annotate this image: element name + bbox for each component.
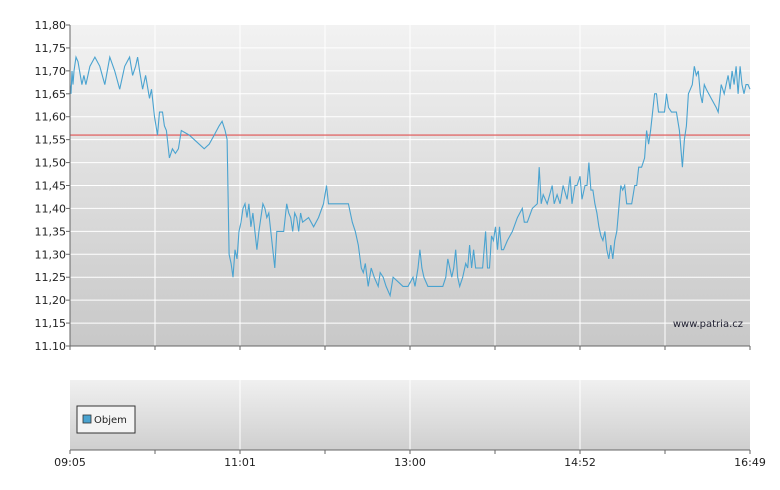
- volume-x-tickmarks: [69, 450, 751, 454]
- y-tick-label: 11,35: [35, 225, 67, 238]
- legend-box: [76, 405, 136, 434]
- legend-label: Objem: [94, 415, 127, 426]
- volume-grid: [239, 380, 581, 450]
- volume-legend: Objem: [76, 405, 136, 434]
- y-tick-label: 11,25: [35, 271, 67, 284]
- x-tick-label: 14:52: [564, 456, 596, 469]
- y-tick-label: 11,40: [35, 202, 67, 215]
- x-tick-label: 09:05: [54, 456, 86, 469]
- price-y-axis: 11,80 11,75 11,70 11,65 11,60 11,55 11,50 11,45…: [35, 19, 70, 353]
- price-x-tickmarks: [69, 346, 751, 350]
- x-tick-label: 13:00: [394, 456, 426, 469]
- legend-swatch: [82, 414, 92, 424]
- y-tick-label: 11,55: [35, 134, 67, 147]
- y-tick-label: 11,50: [35, 157, 67, 170]
- y-tick-label: 11,60: [35, 111, 67, 124]
- y-tick-label: 11,70: [35, 65, 67, 78]
- x-tick-label: 11:01: [224, 456, 256, 469]
- y-tick-label: 11.10: [35, 340, 67, 353]
- time-x-axis-labels: 09:05 11:01 13:00 14:52 16:49: [54, 456, 766, 469]
- y-tick-label: 11,75: [35, 42, 67, 55]
- watermark: www.patria.cz: [673, 319, 743, 330]
- y-tick-label: 11,80: [35, 19, 67, 32]
- y-tick-label: 11,30: [35, 248, 67, 261]
- y-tick-label: 11,65: [35, 88, 67, 101]
- x-tick-label: 16:49: [734, 456, 766, 469]
- price-series-line: [69, 54, 751, 298]
- y-tick-label: 11,15: [35, 317, 67, 330]
- y-tick-label: 11,20: [35, 294, 67, 307]
- y-tick-label: 11,45: [35, 180, 67, 193]
- price-grid: [70, 25, 750, 346]
